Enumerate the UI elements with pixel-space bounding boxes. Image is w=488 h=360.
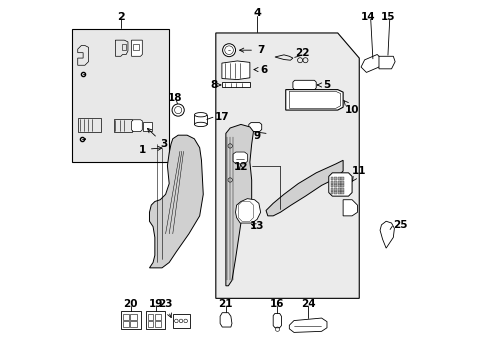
Text: 8: 8 (210, 80, 220, 90)
Text: 25: 25 (392, 220, 407, 230)
Bar (143, 122, 152, 131)
Text: 11: 11 (351, 166, 366, 181)
Text: 7: 7 (239, 45, 264, 55)
Bar (122, 321, 129, 327)
Text: 3: 3 (147, 129, 167, 149)
Bar (78, 118, 101, 132)
Text: 2: 2 (117, 12, 124, 22)
Text: 9: 9 (253, 131, 260, 141)
Polygon shape (131, 40, 142, 56)
Polygon shape (222, 61, 249, 80)
Bar (341, 184, 344, 187)
Text: 4: 4 (253, 8, 261, 18)
Bar (337, 192, 340, 194)
Bar (122, 314, 129, 320)
Polygon shape (265, 160, 343, 216)
Polygon shape (149, 135, 203, 268)
Polygon shape (289, 318, 326, 332)
Bar (330, 184, 333, 187)
Bar (330, 181, 333, 184)
Polygon shape (343, 200, 357, 216)
Bar (337, 177, 340, 180)
Bar (155, 321, 160, 327)
Text: 14: 14 (360, 12, 375, 22)
Polygon shape (131, 120, 142, 132)
Bar (330, 192, 333, 194)
Polygon shape (378, 56, 394, 69)
Bar (155, 314, 160, 320)
Bar (341, 181, 344, 184)
Polygon shape (235, 199, 260, 223)
Polygon shape (292, 80, 316, 90)
Text: 24: 24 (301, 299, 315, 309)
Bar (133, 44, 139, 50)
Text: 5: 5 (317, 80, 330, 90)
Polygon shape (225, 125, 253, 286)
Bar (333, 181, 336, 184)
Polygon shape (248, 123, 261, 132)
Polygon shape (328, 173, 351, 196)
Polygon shape (215, 33, 359, 298)
Ellipse shape (194, 122, 206, 127)
Text: 15: 15 (380, 12, 394, 22)
Bar (113, 119, 131, 132)
Bar (130, 321, 137, 327)
Ellipse shape (194, 113, 206, 117)
Polygon shape (379, 221, 394, 248)
Text: 20: 20 (123, 299, 138, 309)
Text: 16: 16 (270, 299, 284, 309)
Bar (330, 177, 333, 180)
Polygon shape (222, 82, 249, 87)
Bar (333, 184, 336, 187)
Bar (147, 321, 153, 327)
Bar (333, 192, 336, 194)
Polygon shape (220, 313, 231, 327)
Polygon shape (233, 152, 247, 164)
Text: 19: 19 (148, 299, 163, 309)
Bar (330, 188, 333, 191)
Bar (147, 314, 153, 320)
Text: 13: 13 (249, 221, 264, 231)
Bar (341, 177, 344, 180)
Bar (130, 314, 137, 320)
Bar (337, 184, 340, 187)
Polygon shape (360, 54, 382, 72)
Text: 22: 22 (294, 48, 308, 58)
Bar (341, 188, 344, 191)
Bar (122, 44, 126, 50)
Text: 18: 18 (167, 93, 182, 103)
Text: 1: 1 (139, 144, 162, 154)
Circle shape (222, 44, 235, 57)
Polygon shape (285, 90, 343, 110)
Text: 12: 12 (233, 162, 247, 172)
Text: 10: 10 (343, 100, 359, 115)
Bar (337, 181, 340, 184)
Text: 23: 23 (157, 299, 172, 318)
Bar (333, 177, 336, 180)
Text: 21: 21 (218, 299, 233, 309)
Circle shape (172, 104, 184, 116)
Bar (72, 30, 169, 162)
Bar (333, 188, 336, 191)
Polygon shape (194, 115, 206, 125)
Text: 17: 17 (215, 112, 229, 122)
Text: 6: 6 (253, 64, 267, 75)
Bar (341, 192, 344, 194)
Bar (337, 188, 340, 191)
Polygon shape (273, 314, 281, 328)
